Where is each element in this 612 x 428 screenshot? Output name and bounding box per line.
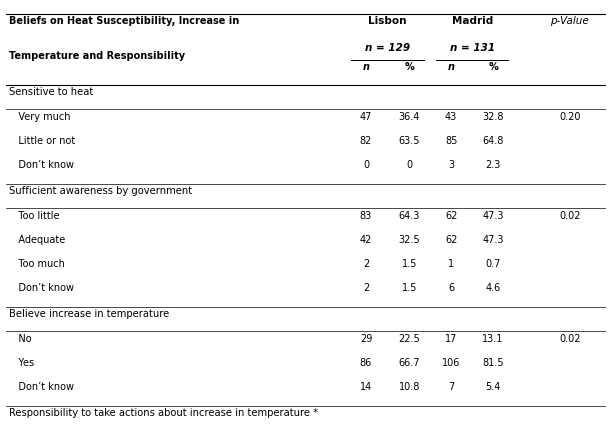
Text: n = 129: n = 129 (365, 43, 410, 53)
Text: 32.5: 32.5 (398, 235, 420, 245)
Text: 82: 82 (360, 136, 372, 146)
Text: Don’t know: Don’t know (9, 283, 74, 293)
Text: 10.8: 10.8 (398, 382, 420, 392)
Text: Adequate: Adequate (9, 235, 65, 245)
Text: 81.5: 81.5 (482, 358, 504, 368)
Text: 13.1: 13.1 (482, 334, 504, 344)
Text: Sufficient awareness by government: Sufficient awareness by government (9, 186, 192, 196)
Text: 64.3: 64.3 (398, 211, 420, 221)
Text: 64.8: 64.8 (482, 136, 504, 146)
Text: 0.02: 0.02 (559, 334, 581, 344)
Text: Madrid: Madrid (452, 15, 493, 26)
Text: 43: 43 (445, 112, 457, 122)
Text: 0.02: 0.02 (559, 211, 581, 221)
Text: 36.4: 36.4 (398, 112, 420, 122)
Text: 1.5: 1.5 (401, 283, 417, 293)
Text: Lisbon: Lisbon (368, 15, 407, 26)
Text: Yes: Yes (9, 358, 34, 368)
Text: n: n (362, 62, 370, 72)
Text: 63.5: 63.5 (398, 136, 420, 146)
Text: Responsibility to take actions about increase in temperature *: Responsibility to take actions about inc… (9, 408, 318, 418)
Text: 47.3: 47.3 (482, 211, 504, 221)
Text: 3: 3 (448, 160, 454, 170)
Text: 1: 1 (448, 259, 454, 269)
Text: 0.7: 0.7 (485, 259, 501, 269)
Text: Too little: Too little (9, 211, 59, 221)
Text: 83: 83 (360, 211, 372, 221)
Text: n = 131: n = 131 (450, 43, 494, 53)
Text: No: No (9, 334, 32, 344)
Text: 17: 17 (445, 334, 457, 344)
Text: %: % (405, 62, 414, 72)
Text: 7: 7 (448, 382, 454, 392)
Text: 0: 0 (363, 160, 369, 170)
Text: Temperature and Responsibility: Temperature and Responsibility (9, 51, 185, 61)
Text: 42: 42 (360, 235, 372, 245)
Text: p-Value: p-Value (551, 15, 589, 26)
Text: %: % (488, 62, 498, 72)
Text: Sensitive to heat: Sensitive to heat (9, 87, 94, 97)
Text: 2: 2 (363, 283, 369, 293)
Text: 32.8: 32.8 (482, 112, 504, 122)
Text: 62: 62 (445, 235, 457, 245)
Text: 47: 47 (360, 112, 372, 122)
Text: 62: 62 (445, 211, 457, 221)
Text: 0: 0 (406, 160, 412, 170)
Text: 2.3: 2.3 (485, 160, 501, 170)
Text: 2: 2 (363, 259, 369, 269)
Text: Little or not: Little or not (9, 136, 75, 146)
Text: 106: 106 (442, 358, 460, 368)
Text: 22.5: 22.5 (398, 334, 420, 344)
Text: 4.6: 4.6 (485, 283, 501, 293)
Text: 86: 86 (360, 358, 372, 368)
Text: Beliefs on Heat Susceptibility, Increase in: Beliefs on Heat Susceptibility, Increase… (9, 15, 239, 26)
Text: Very much: Very much (9, 112, 70, 122)
Text: 14: 14 (360, 382, 372, 392)
Text: 6: 6 (448, 283, 454, 293)
Text: 5.4: 5.4 (485, 382, 501, 392)
Text: 47.3: 47.3 (482, 235, 504, 245)
Text: Too much: Too much (9, 259, 65, 269)
Text: Believe increase in temperature: Believe increase in temperature (9, 309, 170, 319)
Text: 1.5: 1.5 (401, 259, 417, 269)
Text: Don’t know: Don’t know (9, 382, 74, 392)
Text: Don’t know: Don’t know (9, 160, 74, 170)
Text: 0.20: 0.20 (559, 112, 581, 122)
Text: n: n (447, 62, 455, 72)
Text: 85: 85 (445, 136, 457, 146)
Text: 29: 29 (360, 334, 372, 344)
Text: 66.7: 66.7 (398, 358, 420, 368)
